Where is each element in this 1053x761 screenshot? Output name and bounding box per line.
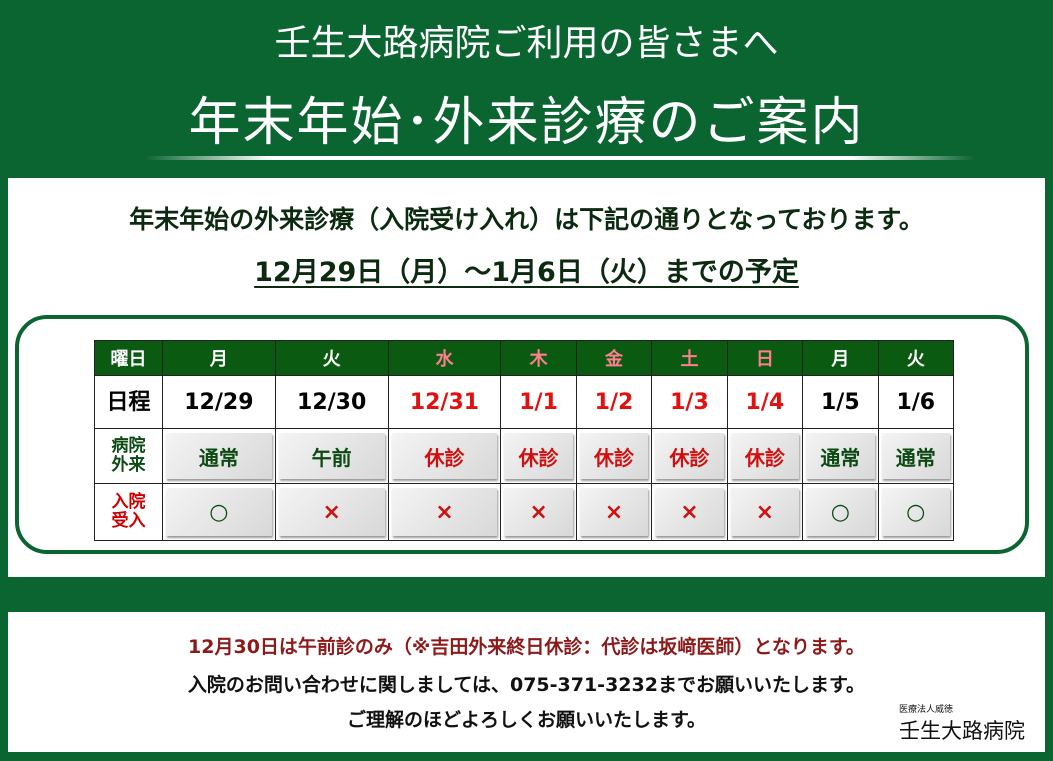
admission-cell: × <box>726 483 804 541</box>
admission-status: ○ <box>806 488 875 536</box>
admission-cell: ○ <box>802 483 879 541</box>
outpatient-status: 休診 <box>655 433 724 479</box>
outpatient-status: 休診 <box>391 433 498 479</box>
schedule-panel: 年末年始の外来診療（入院受け入れ）は下記の通りとなっております。 12月29日（… <box>8 178 1045 577</box>
intro-period: 12月29日（月）～1月6日（火）までの予定 <box>8 250 1045 289</box>
admission-cell: ○ <box>162 483 276 541</box>
date-label: 12/31 <box>409 389 480 415</box>
hospital-name: 壬生大路病院 <box>899 719 1025 743</box>
weekday-label: 木 <box>529 349 548 370</box>
admission-status: × <box>391 488 498 536</box>
outpatient-status: 通常 <box>806 433 875 479</box>
outpatient-cell: 休診 <box>726 428 804 484</box>
weekday-row: 曜日 月 火 水 木 金 土 日 月 火 <box>94 340 955 376</box>
outpatient-status: 通常 <box>881 433 950 479</box>
outpatient-cell: 休診 <box>575 428 653 484</box>
admission-status: × <box>579 488 649 536</box>
weekday-label: 月 <box>209 349 228 370</box>
weekday-cell: 金 <box>575 340 653 376</box>
date-cell: 1/2 <box>575 375 653 429</box>
date-label: 1/2 <box>594 389 634 415</box>
outpatient-cell: 休診 <box>387 428 502 484</box>
row-label: 曜日 <box>94 340 163 376</box>
admission-status: ○ <box>881 488 950 536</box>
row-label: 日程 <box>94 375 163 429</box>
weekday-label: 月 <box>831 349 850 370</box>
date-cell: 1/1 <box>500 375 577 429</box>
subtitle: 壬生大路病院ご利用の皆さまへ <box>274 23 779 64</box>
outpatient-cell: 通常 <box>877 428 955 484</box>
weekday-cell: 月 <box>802 340 879 376</box>
weekday-label: 火 <box>322 349 341 370</box>
weekday-cell: 日 <box>726 340 804 376</box>
date-cell: 1/5 <box>802 375 879 429</box>
schedule-table: 曜日 月 火 水 木 金 土 日 月 火 日程 12/29 12/30 12/31 1/1 1/2 1/3 1/… <box>94 340 955 541</box>
admission-status: × <box>278 488 385 536</box>
outpatient-status: 午前 <box>278 433 385 479</box>
date-cell: 1/3 <box>651 375 728 429</box>
date-cell: 12/31 <box>387 375 502 429</box>
weekday-label: 水 <box>435 349 454 370</box>
weekday-label: 土 <box>680 349 699 370</box>
outpatient-status: 通常 <box>166 433 272 479</box>
admission-cell: × <box>500 483 577 541</box>
weekday-cell: 水 <box>387 340 502 376</box>
weekday-cell: 木 <box>500 340 577 376</box>
intro-text: 年末年始の外来診療（入院受け入れ）は下記の通りとなっております。 <box>129 205 924 234</box>
weekday-label: 日 <box>755 349 774 370</box>
weekday-cell: 月 <box>162 340 276 376</box>
weekday-cell: 火 <box>274 340 389 376</box>
admission-status: × <box>655 488 724 536</box>
admission-row: 入院受入 ○ × × × × × × ○ ○ <box>94 483 955 541</box>
admission-cell: ○ <box>877 483 955 541</box>
note-line-1: 12月30日は午前診のみ（※吉田外来終日休診：代診は坂﨑医師）となります。 <box>188 636 865 658</box>
outpatient-cell: 休診 <box>651 428 728 484</box>
admission-cell: × <box>274 483 389 541</box>
date-label: 1/4 <box>745 389 785 415</box>
outpatient-status: 休診 <box>579 433 649 479</box>
date-cell: 12/30 <box>274 375 389 429</box>
admission-status: × <box>504 488 573 536</box>
title-underline <box>145 156 975 160</box>
weekday-cell: 火 <box>877 340 955 376</box>
date-label: 1/1 <box>519 389 558 415</box>
date-label: 1/6 <box>896 389 936 415</box>
admission-status: × <box>730 488 800 536</box>
row-label: 病院外来 <box>94 428 163 484</box>
notes-panel: 12月30日は午前診のみ（※吉田外来終日休診：代診は坂﨑医師）となります。 入院… <box>8 612 1045 752</box>
date-label: 12/30 <box>297 389 367 415</box>
weekday-label: 火 <box>906 349 925 370</box>
outpatient-row: 病院外来 通常 午前 休診 休診 休診 休診 休診 通常 通常 <box>94 428 955 484</box>
date-row: 日程 12/29 12/30 12/31 1/1 1/2 1/3 1/4 1/5 1/6 <box>94 375 955 429</box>
admission-cell: × <box>575 483 653 541</box>
table-frame <box>15 315 1029 554</box>
outpatient-cell: 休診 <box>500 428 577 484</box>
weekday-cell: 土 <box>651 340 728 376</box>
outpatient-status: 休診 <box>504 433 573 479</box>
date-cell: 12/29 <box>162 375 276 429</box>
period-text: 12月29日（月）～1月6日（火）までの予定 <box>254 257 799 288</box>
page-title: 年末年始･外来診療のご案内 <box>188 93 865 153</box>
date-label: 1/3 <box>670 389 709 415</box>
date-label: 12/29 <box>184 389 254 415</box>
outpatient-status: 休診 <box>730 433 800 479</box>
outpatient-cell: 通常 <box>802 428 879 484</box>
hospital-logo: 医療法人威徳 壬生大路病院 <box>899 702 1025 745</box>
outpatient-cell: 午前 <box>274 428 389 484</box>
weekday-label: 金 <box>605 349 623 370</box>
corp-name: 医療法人威徳 <box>899 705 954 715</box>
outpatient-cell: 通常 <box>162 428 276 484</box>
admission-cell: × <box>651 483 728 541</box>
note-line-2: 入院のお問い合わせに関しましては、075-371-3232までお願いいたします。 <box>187 674 866 696</box>
date-cell: 1/6 <box>877 375 955 429</box>
row-label: 入院受入 <box>94 483 163 541</box>
date-cell: 1/4 <box>726 375 804 429</box>
admission-cell: × <box>387 483 502 541</box>
admission-status: ○ <box>166 488 272 536</box>
date-label: 1/5 <box>820 389 860 415</box>
note-line-3: ご理解のほどよろしくお願いいたします。 <box>346 709 707 731</box>
